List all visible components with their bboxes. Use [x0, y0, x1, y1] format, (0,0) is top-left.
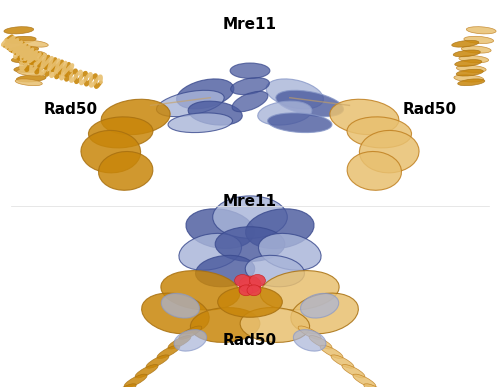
Ellipse shape — [179, 326, 202, 340]
Ellipse shape — [98, 151, 153, 190]
Circle shape — [239, 285, 253, 296]
Ellipse shape — [342, 364, 365, 378]
Ellipse shape — [135, 364, 158, 378]
Ellipse shape — [260, 270, 339, 310]
Ellipse shape — [161, 270, 240, 310]
Ellipse shape — [21, 40, 48, 47]
Ellipse shape — [4, 27, 34, 34]
Ellipse shape — [218, 286, 282, 317]
Ellipse shape — [88, 117, 153, 148]
Circle shape — [239, 276, 261, 293]
Ellipse shape — [276, 90, 344, 117]
Ellipse shape — [113, 384, 136, 388]
Ellipse shape — [246, 209, 314, 249]
Ellipse shape — [162, 293, 200, 318]
Text: Mre11: Mre11 — [223, 194, 277, 209]
Ellipse shape — [81, 130, 140, 173]
Text: Rad50: Rad50 — [44, 102, 98, 117]
Ellipse shape — [353, 374, 376, 388]
Ellipse shape — [16, 69, 44, 76]
Ellipse shape — [176, 79, 234, 109]
Ellipse shape — [186, 209, 254, 249]
Ellipse shape — [6, 36, 36, 43]
Ellipse shape — [215, 227, 285, 262]
Ellipse shape — [196, 255, 254, 287]
Ellipse shape — [157, 345, 180, 359]
Ellipse shape — [456, 69, 483, 76]
Ellipse shape — [179, 233, 242, 270]
Ellipse shape — [101, 99, 170, 135]
Circle shape — [247, 285, 261, 296]
Ellipse shape — [232, 91, 268, 112]
Ellipse shape — [456, 65, 486, 73]
Circle shape — [250, 275, 266, 287]
Ellipse shape — [331, 355, 354, 368]
Circle shape — [234, 275, 250, 287]
Ellipse shape — [15, 79, 42, 86]
Ellipse shape — [9, 46, 38, 53]
Ellipse shape — [188, 101, 242, 125]
Text: Mre11: Mre11 — [223, 17, 277, 32]
Ellipse shape — [168, 336, 191, 349]
Ellipse shape — [458, 79, 485, 86]
Ellipse shape — [459, 55, 488, 63]
Ellipse shape — [453, 50, 480, 57]
Ellipse shape — [258, 101, 312, 125]
Ellipse shape — [320, 345, 343, 359]
Ellipse shape — [212, 196, 288, 238]
Ellipse shape — [464, 36, 494, 43]
Ellipse shape — [291, 293, 358, 334]
Ellipse shape — [330, 99, 399, 135]
Ellipse shape — [20, 50, 47, 57]
Ellipse shape — [268, 113, 332, 133]
Ellipse shape — [309, 336, 332, 349]
Ellipse shape — [14, 65, 44, 73]
Ellipse shape — [454, 60, 482, 66]
Ellipse shape — [246, 255, 304, 287]
Ellipse shape — [174, 330, 206, 351]
Ellipse shape — [124, 374, 147, 388]
Ellipse shape — [168, 113, 232, 133]
Ellipse shape — [364, 384, 387, 388]
Ellipse shape — [347, 117, 412, 148]
Ellipse shape — [360, 130, 419, 173]
Ellipse shape — [454, 75, 484, 82]
Ellipse shape — [12, 55, 41, 63]
Ellipse shape — [142, 293, 209, 334]
Ellipse shape — [347, 151, 402, 190]
Ellipse shape — [190, 308, 260, 342]
Text: Rad50: Rad50 — [223, 333, 277, 348]
Ellipse shape — [146, 355, 169, 368]
Ellipse shape — [266, 79, 324, 109]
Ellipse shape — [300, 293, 339, 318]
Ellipse shape — [240, 308, 310, 342]
Text: Rad50: Rad50 — [402, 102, 456, 117]
Ellipse shape — [230, 78, 270, 95]
Ellipse shape — [462, 46, 491, 53]
Ellipse shape — [16, 75, 46, 82]
Ellipse shape — [298, 326, 321, 340]
Ellipse shape — [156, 90, 224, 117]
Ellipse shape — [294, 330, 326, 351]
Ellipse shape — [230, 63, 270, 78]
Ellipse shape — [452, 40, 479, 47]
Ellipse shape — [18, 60, 46, 66]
Ellipse shape — [466, 27, 496, 34]
Ellipse shape — [258, 233, 321, 270]
